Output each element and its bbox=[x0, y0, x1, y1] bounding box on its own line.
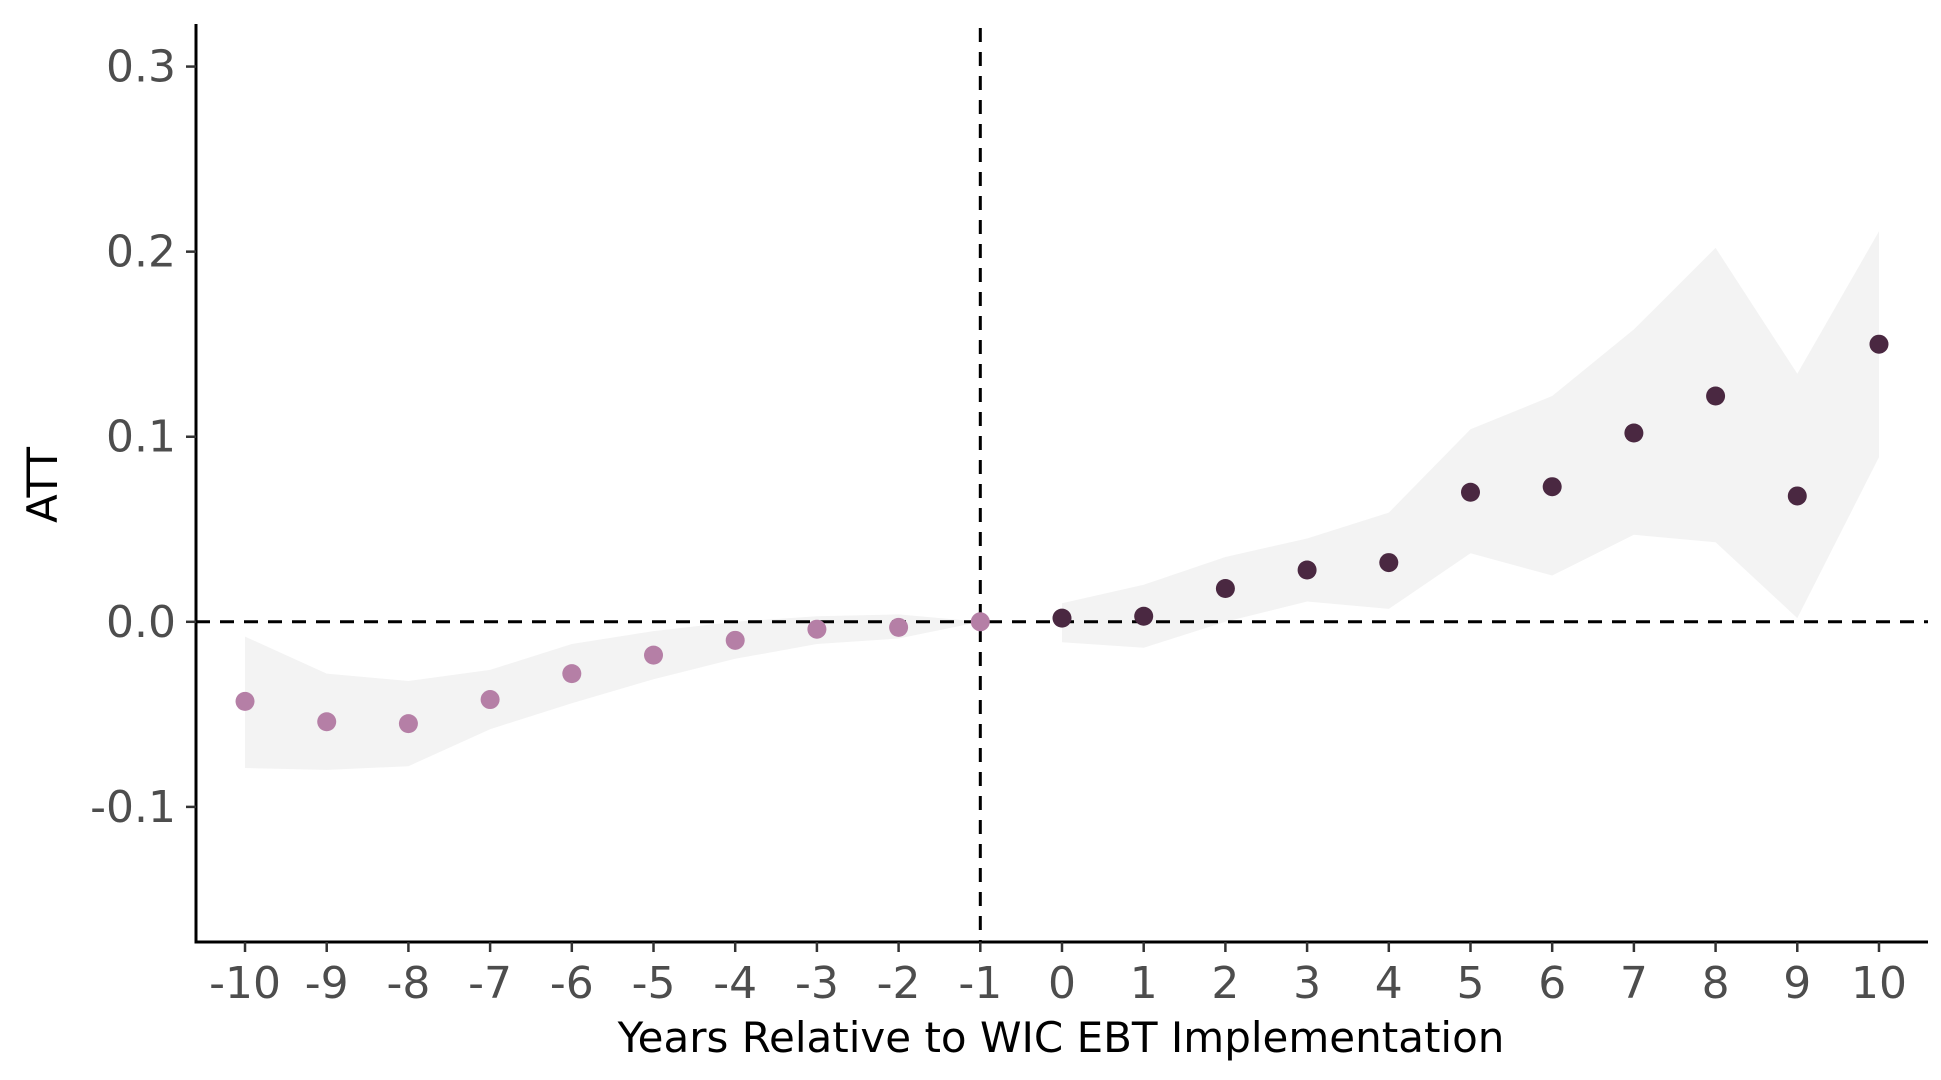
x-tick-label: -5 bbox=[632, 958, 676, 1009]
y-tick-label: -0.1 bbox=[90, 782, 176, 833]
data-point-pre bbox=[562, 664, 582, 684]
y-axis-title: ATT bbox=[18, 447, 67, 523]
data-point-pre bbox=[970, 612, 990, 632]
data-point-pre bbox=[807, 619, 827, 639]
x-tick-label: 9 bbox=[1783, 958, 1811, 1009]
x-tick-label: 5 bbox=[1456, 958, 1484, 1009]
y-tick-label: 0.0 bbox=[106, 597, 176, 648]
y-tick-label: 0.2 bbox=[106, 227, 176, 278]
data-point-post bbox=[1134, 606, 1154, 626]
x-tick-label: -8 bbox=[386, 958, 430, 1009]
data-point-post bbox=[1787, 486, 1807, 506]
data-point-pre bbox=[398, 714, 418, 734]
x-tick-layer: -10 -9 -8 -7 -6 -5 -4 -3 -2 -1 0 1 2 3 4 5 6 7 8 9 10 bbox=[209, 942, 1907, 1009]
data-point-post bbox=[1052, 608, 1072, 628]
data-point-post bbox=[1542, 477, 1562, 497]
data-point-post bbox=[1460, 482, 1480, 502]
x-tick-label: -6 bbox=[550, 958, 594, 1009]
x-tick-label: -7 bbox=[468, 958, 512, 1009]
data-point-pre bbox=[480, 690, 500, 710]
y-tick-label: 0.3 bbox=[106, 42, 176, 93]
x-tick-label: -4 bbox=[713, 958, 757, 1009]
x-tick-label: 6 bbox=[1538, 958, 1566, 1009]
x-tick-label: 7 bbox=[1620, 958, 1648, 1009]
x-tick-label: -1 bbox=[958, 958, 1002, 1009]
data-point-pre bbox=[889, 617, 909, 637]
confidence-band-pre bbox=[245, 614, 981, 770]
x-tick-label: 1 bbox=[1130, 958, 1158, 1009]
y-tick-label: 0.1 bbox=[106, 412, 176, 463]
y-tick-layer: 0.3 0.2 0.1 0.0 -0.1 bbox=[90, 42, 196, 833]
confidence-band-post bbox=[1062, 231, 1879, 648]
x-tick-label: -9 bbox=[305, 958, 349, 1009]
data-point-post bbox=[1297, 560, 1317, 580]
x-tick-label: 2 bbox=[1211, 958, 1239, 1009]
data-point-layer bbox=[235, 334, 1889, 734]
data-point-post bbox=[1869, 334, 1889, 354]
data-point-post bbox=[1624, 423, 1644, 443]
data-point-post bbox=[1379, 553, 1399, 573]
data-point-pre bbox=[725, 630, 745, 650]
x-axis-title: Years Relative to WIC EBT Implementation bbox=[617, 1013, 1505, 1062]
data-point-pre bbox=[235, 691, 255, 711]
data-point-pre bbox=[644, 645, 664, 665]
x-tick-label: 8 bbox=[1702, 958, 1730, 1009]
x-tick-label: -2 bbox=[877, 958, 921, 1009]
data-point-post bbox=[1215, 578, 1235, 598]
x-tick-label: 4 bbox=[1375, 958, 1403, 1009]
x-tick-label: 10 bbox=[1851, 958, 1907, 1009]
x-tick-label: 3 bbox=[1293, 958, 1321, 1009]
x-tick-label: -10 bbox=[209, 958, 281, 1009]
data-point-pre bbox=[317, 712, 337, 732]
x-tick-label: 0 bbox=[1048, 958, 1076, 1009]
confidence-band-layer bbox=[245, 231, 1879, 770]
x-tick-label: -3 bbox=[795, 958, 839, 1009]
data-point-post bbox=[1706, 386, 1726, 406]
